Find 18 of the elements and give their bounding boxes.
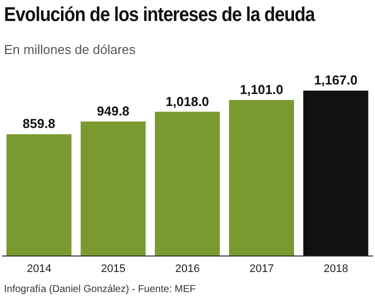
x-tick-label: 2015 xyxy=(101,262,126,275)
bar xyxy=(6,134,72,256)
x-tick-label: 2014 xyxy=(26,262,52,275)
data-label: 859.8 xyxy=(22,116,56,132)
data-label: 949.8 xyxy=(96,103,130,118)
bar xyxy=(229,100,294,256)
chart-subtitle: En millones de dólares xyxy=(4,42,136,57)
text: Infografía (Daniel González) - Fuente: MEF xyxy=(4,284,196,295)
x-tick-label: 2017 xyxy=(249,262,274,275)
chart-title: Evolución de los intereses de la deuda xyxy=(4,4,315,27)
data-label: 1,167.0 xyxy=(314,72,358,88)
data-label: 1,101.0 xyxy=(240,82,284,98)
bar xyxy=(303,90,368,256)
data-label: 1,018.0 xyxy=(166,94,210,109)
x-tick-label: 2016 xyxy=(175,262,200,275)
x-tick-label: 2018 xyxy=(324,262,348,275)
bar xyxy=(80,121,146,256)
bar xyxy=(154,112,220,256)
